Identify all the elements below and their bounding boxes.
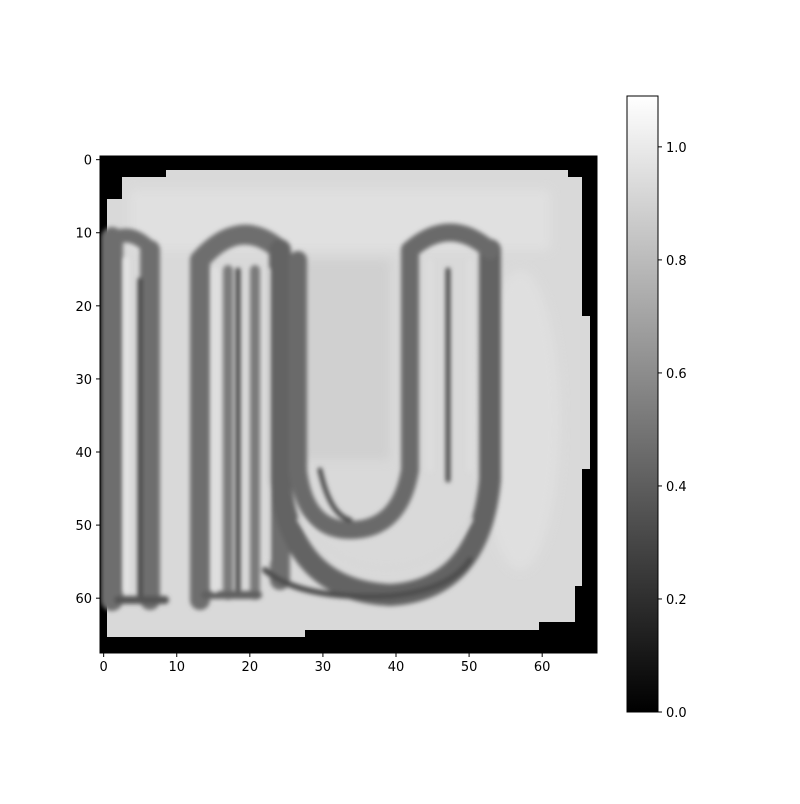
x-axis-ticks: 0 10 20 30 40 50 60 [100, 653, 551, 675]
x-tick-label: 60 [534, 660, 551, 675]
x-tick-label: 0 [100, 660, 108, 675]
y-tick-label: 20 [75, 300, 92, 315]
x-tick-label: 20 [242, 660, 259, 675]
x-tick-label: 30 [315, 660, 332, 675]
heatmap-image [100, 156, 597, 653]
y-tick-label: 60 [75, 592, 92, 607]
y-axis-ticks: 0 10 20 30 40 50 60 [75, 154, 100, 607]
x-tick-label: 10 [168, 660, 185, 675]
colorbar-tick-label: 0.4 [666, 480, 687, 495]
x-tick-label: 40 [388, 660, 405, 675]
axes-frame [99, 155, 598, 654]
y-tick-label: 50 [75, 519, 92, 534]
x-tick-label: 50 [461, 660, 478, 675]
colorbar-gradient [627, 96, 658, 712]
colorbar-tick-label: 0.2 [666, 593, 687, 608]
colorbar-frame [626, 95, 659, 713]
colorbar-ticks: 0.0 0.2 0.4 0.6 0.8 1.0 [658, 141, 687, 721]
colorbar-tick-label: 1.0 [666, 141, 687, 156]
y-tick-label: 0 [84, 154, 92, 169]
y-tick-label: 10 [75, 227, 92, 242]
colorbar-tick-label: 0.0 [666, 706, 687, 721]
y-tick-label: 40 [75, 446, 92, 461]
colorbar-tick-label: 0.8 [666, 254, 687, 269]
y-tick-label: 30 [75, 373, 92, 388]
colorbar-tick-label: 0.6 [666, 367, 687, 382]
